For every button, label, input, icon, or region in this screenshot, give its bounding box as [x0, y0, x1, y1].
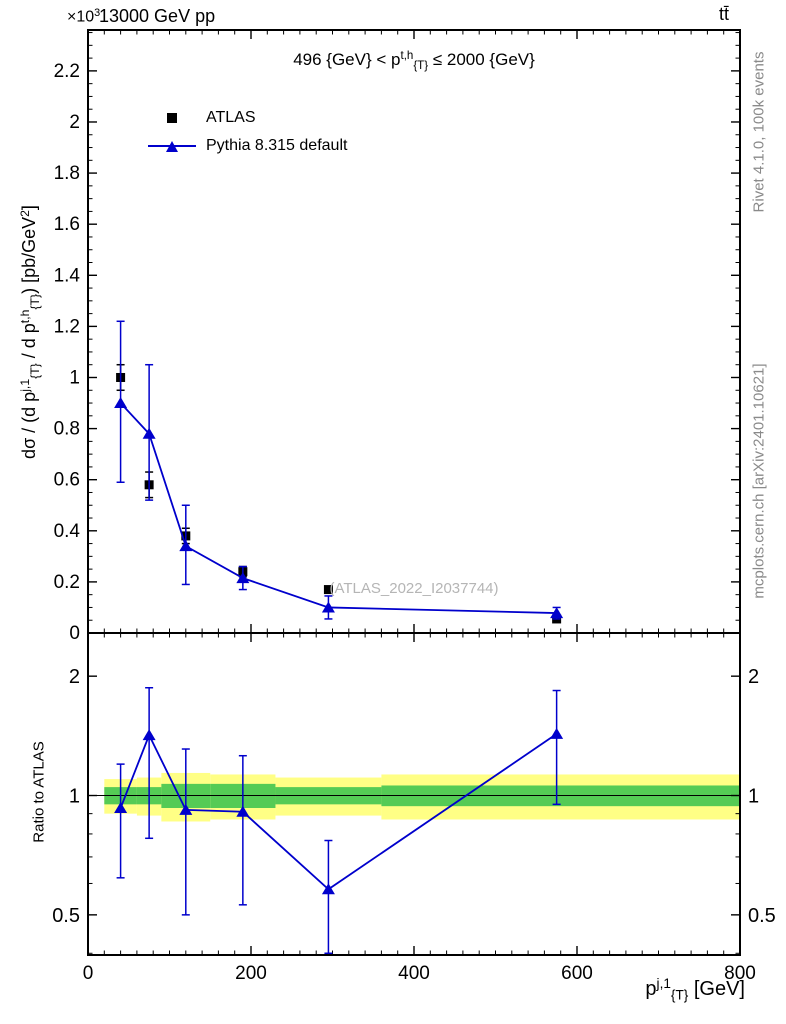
axis-scale-exponent: ×103 — [67, 7, 101, 26]
legend-item-pythia: Pythia 8.315 default — [146, 132, 347, 160]
svg-text:200: 200 — [235, 963, 267, 984]
mcplots-reference-label: mcplots.cern.ch [arXiv:2401.10621] — [750, 363, 768, 599]
svg-text:2: 2 — [748, 666, 759, 688]
svg-text:0.8: 0.8 — [54, 419, 80, 440]
watermark-text: (ATLAS_2022_I2037744) — [329, 580, 499, 597]
svg-text:2: 2 — [69, 112, 80, 133]
svg-text:0.6: 0.6 — [54, 470, 80, 491]
svg-text:0.4: 0.4 — [54, 521, 81, 542]
svg-text:1: 1 — [748, 786, 759, 808]
atlas-square-marker-icon — [146, 111, 198, 125]
legend: ATLAS Pythia 8.315 default — [146, 104, 347, 160]
svg-text:1.6: 1.6 — [54, 214, 80, 235]
svg-text:0.2: 0.2 — [54, 572, 80, 593]
svg-text:0: 0 — [69, 623, 80, 644]
ratio-y-axis-label: Ratio to ATLAS — [30, 741, 48, 843]
panel-title: 496 {GeV} < pt,h{T} ≤ 2000 {GeV} — [293, 50, 535, 73]
svg-text:0.5: 0.5 — [748, 905, 776, 927]
pythia-triangle-line-marker-icon — [146, 139, 198, 153]
svg-text:1.8: 1.8 — [54, 163, 80, 184]
main-y-axis-label: dσ / (d pj,1{T} / d pt,h{T}) [pb/GeV2] — [17, 205, 43, 459]
legend-label-pythia: Pythia 8.315 default — [206, 137, 348, 154]
legend-label-atlas: ATLAS — [206, 109, 256, 126]
svg-text:800: 800 — [724, 963, 756, 984]
svg-text:1: 1 — [69, 786, 80, 808]
beam-energy-label: 13000 GeV pp — [99, 6, 216, 26]
svg-text:2: 2 — [69, 666, 80, 688]
x-axis-label: pj,1{T} [GeV] — [645, 976, 745, 1003]
svg-text:600: 600 — [561, 963, 593, 984]
triangle-swatch — [166, 140, 178, 152]
svg-text:0.5: 0.5 — [52, 905, 80, 927]
legend-item-atlas: ATLAS — [146, 104, 347, 132]
svg-text:1: 1 — [69, 367, 80, 388]
square-swatch — [167, 113, 177, 123]
svg-text:400: 400 — [398, 963, 430, 984]
svg-text:1.4: 1.4 — [54, 265, 81, 286]
svg-text:1.2: 1.2 — [54, 316, 80, 337]
svg-text:0: 0 — [83, 963, 94, 984]
rivet-version-label: Rivet 4.1.0, 100k events — [750, 51, 768, 213]
svg-text:2.2: 2.2 — [54, 61, 80, 82]
process-label: tt̄ — [719, 4, 730, 24]
